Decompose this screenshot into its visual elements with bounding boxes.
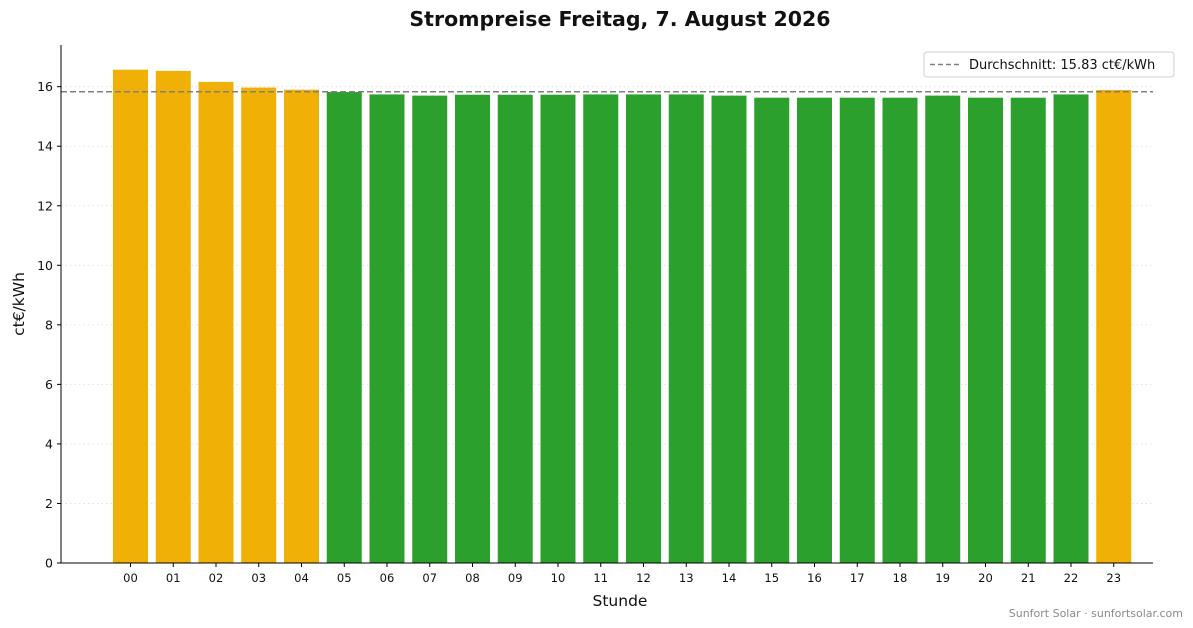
- y-ticks: 0 2 4 6 8 10 12 14 16: [37, 79, 61, 571]
- bar-21: [1010, 97, 1046, 563]
- bar-15: [754, 97, 790, 563]
- x-tick-label-12: 12: [636, 571, 651, 585]
- x-tick-label-08: 08: [465, 571, 480, 585]
- bar-10: [540, 94, 576, 563]
- x-axis-label: Stunde: [593, 592, 648, 610]
- bar-23: [1096, 89, 1132, 563]
- legend: Durchschnitt: 15.83 ct€/kWh: [923, 51, 1175, 78]
- x-tick-label-02: 02: [209, 571, 224, 585]
- x-tick-label-04: 04: [294, 571, 309, 585]
- bar-19: [925, 95, 961, 563]
- x-tick-label-03: 03: [251, 571, 266, 585]
- y-axis-label: ct€/kWh: [10, 272, 28, 336]
- x-tick-label-11: 11: [593, 571, 608, 585]
- bar-18: [882, 97, 918, 563]
- x-tick-label-10: 10: [551, 571, 566, 585]
- y-tick-label: 12: [37, 198, 53, 213]
- bar-13: [668, 94, 704, 563]
- bar-00: [113, 69, 148, 563]
- x-tick-label-17: 17: [850, 571, 865, 585]
- y-tick-label: 2: [45, 496, 53, 511]
- bar-14: [711, 95, 747, 563]
- x-tick-label-14: 14: [722, 571, 737, 585]
- x-tick-label-21: 21: [1021, 571, 1036, 585]
- bar-11: [583, 94, 619, 563]
- x-tick-label-23: 23: [1106, 571, 1121, 585]
- y-tick-label: 14: [37, 139, 53, 154]
- y-tick-label: 10: [37, 258, 53, 273]
- x-tick-label-22: 22: [1064, 571, 1079, 585]
- bars: [113, 69, 1132, 564]
- y-tick-label: 6: [45, 377, 53, 392]
- footer-credit: Sunfort Solar · sunfortsolar.com: [1009, 607, 1183, 620]
- bar-02: [198, 81, 234, 563]
- bar-16: [797, 97, 832, 563]
- x-tick-label-09: 09: [508, 571, 523, 585]
- x-tick-label-07: 07: [422, 571, 437, 585]
- y-tick-label: 4: [45, 436, 53, 451]
- x-ticks: 00 01 02 03 04 05 06 07 08 09 10 11 12 13 14 15 16 17 18 19…: [123, 563, 1121, 585]
- chart-title: Strompreise Freitag, 7. August 2026: [409, 7, 830, 31]
- bar-22: [1053, 94, 1089, 563]
- x-tick-label-16: 16: [807, 571, 822, 585]
- bar-07: [412, 95, 448, 563]
- x-tick-label-05: 05: [337, 571, 352, 585]
- y-tick-label: 0: [45, 556, 53, 571]
- legend-box: [923, 51, 1175, 78]
- bar-09: [497, 94, 533, 563]
- x-tick-label-00: 00: [123, 571, 138, 585]
- y-tick-label: 16: [37, 79, 53, 94]
- x-tick-label-20: 20: [978, 571, 993, 585]
- x-tick-label-15: 15: [764, 571, 779, 585]
- bar-17: [839, 97, 875, 563]
- x-tick-label-19: 19: [935, 571, 950, 585]
- bar-03: [241, 87, 277, 564]
- y-tick-label: 8: [45, 317, 53, 332]
- axes: [60, 45, 1153, 564]
- bar-08: [455, 94, 490, 563]
- x-tick-label-18: 18: [893, 571, 908, 585]
- bar-12: [626, 94, 661, 563]
- x-tick-label-06: 06: [380, 571, 395, 585]
- bar-20: [968, 97, 1003, 563]
- bar-01: [155, 70, 191, 564]
- bar-06: [369, 94, 405, 563]
- x-tick-label-13: 13: [679, 571, 694, 585]
- legend-average-label: Durchschnitt: 15.83 ct€/kWh: [969, 58, 1155, 73]
- bar-04: [284, 89, 319, 563]
- x-tick-label-01: 01: [166, 571, 181, 585]
- bar-05: [326, 92, 362, 564]
